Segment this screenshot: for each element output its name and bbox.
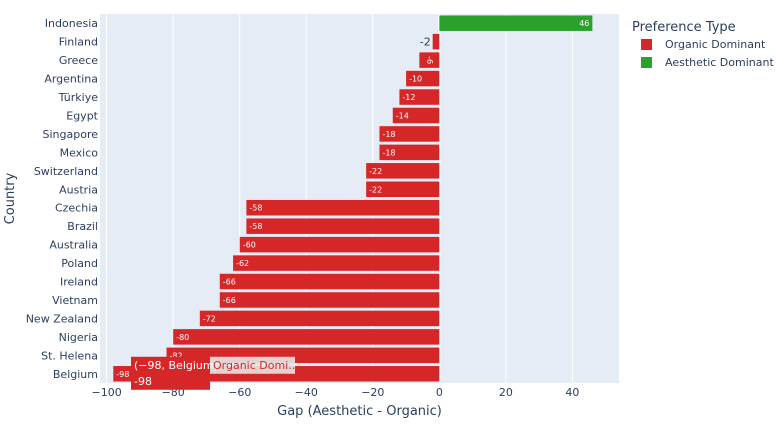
bar[interactable]: [233, 255, 440, 271]
bar[interactable]: [246, 199, 440, 216]
hover-box: [131, 356, 210, 390]
y-tick-label: Czechia: [55, 202, 98, 215]
x-axis-title: Gap (Aesthetic - Organic): [277, 404, 442, 419]
bar-label: -2: [420, 36, 431, 49]
y-tick-label: Switzerland: [34, 165, 98, 178]
hover-series-text: Organic Domi...: [213, 359, 299, 372]
bar-label: -58: [249, 204, 262, 213]
y-tick-label: Indonesia: [45, 17, 98, 30]
bar-label: -18: [382, 148, 395, 157]
bar[interactable]: [439, 15, 593, 31]
bar[interactable]: [419, 52, 440, 68]
bar-label: -14: [396, 111, 409, 120]
hover-value-text: -98: [134, 375, 152, 388]
bar[interactable]: [219, 273, 440, 290]
bar-label: -22: [369, 185, 382, 194]
bar-label: -62: [236, 259, 249, 268]
legend: Preference Type Organic Dominant Aestheti…: [632, 20, 774, 69]
bar-label: -6: [425, 56, 434, 64]
bar-label: -82: [170, 351, 183, 360]
legend-label[interactable]: Aesthetic Dominant: [665, 56, 774, 69]
bar-label: -58: [249, 222, 262, 231]
bar-label: -80: [176, 333, 189, 342]
bar[interactable]: [392, 107, 440, 124]
x-tick-label: 0: [436, 386, 443, 399]
x-tick-label: −20: [361, 386, 384, 399]
bar[interactable]: [219, 292, 440, 308]
bar[interactable]: [199, 310, 440, 327]
hover-point-text: (−98, Belgium): [134, 359, 218, 372]
y-tick-label: Türkiye: [58, 91, 99, 104]
bar[interactable]: [399, 89, 440, 105]
y-tick-label: Austria: [59, 183, 98, 196]
x-tick-label: 20: [499, 386, 513, 399]
x-tick-label: −100: [92, 386, 122, 399]
x-tick-label: −60: [228, 386, 251, 399]
bar-label: -72: [203, 314, 216, 323]
bar[interactable]: [366, 181, 440, 198]
legend-swatch[interactable]: [641, 39, 652, 50]
bar-label: -98: [116, 370, 129, 379]
y-tick-label: Poland: [61, 257, 98, 270]
y-tick-label: Belgium: [53, 368, 98, 381]
bar-label: -60: [243, 241, 256, 250]
bar-label: -12: [402, 93, 415, 102]
hover-tooltip: (−98, Belgium) Organic Domi... -98: [131, 356, 299, 390]
legend-title: Preference Type: [632, 20, 736, 35]
plot-background: [100, 14, 619, 383]
bar-label: -10: [409, 75, 422, 84]
bar[interactable]: [239, 236, 440, 253]
bar-label: -22: [369, 167, 382, 176]
y-tick-label: Mexico: [60, 146, 99, 159]
bar[interactable]: [379, 144, 440, 161]
y-tick-label: New Zealand: [26, 312, 98, 325]
y-tick-label: Australia: [49, 239, 98, 252]
x-tick-label: 40: [565, 386, 579, 399]
y-tick-label: Greece: [59, 54, 98, 67]
bar-label: -66: [223, 296, 236, 305]
legend-swatch[interactable]: [641, 57, 652, 68]
y-tick-label: Argentina: [44, 73, 98, 86]
x-tick-labels: −100 −80 −60 −40 −20 0 20 40: [92, 386, 580, 399]
y-tick-label: Egypt: [66, 109, 98, 122]
bar[interactable]: [406, 70, 440, 87]
bar[interactable]: [173, 329, 440, 345]
y-tick-label: Nigeria: [59, 331, 98, 344]
bar-label: -18: [382, 130, 395, 139]
x-tick-label: −40: [295, 386, 318, 399]
bar[interactable]: [379, 126, 440, 142]
bar[interactable]: [432, 33, 440, 50]
y-tick-label: Ireland: [60, 276, 98, 289]
bar-label: 46: [579, 19, 589, 28]
legend-label[interactable]: Organic Dominant: [665, 38, 766, 51]
y-tick-label: Singapore: [43, 128, 99, 141]
bar[interactable]: [366, 163, 440, 179]
hover-series-box: [210, 356, 295, 374]
y-tick-label: St. Helena: [41, 349, 98, 362]
y-tick-label: Brazil: [67, 220, 98, 233]
y-axis-title: Country: [3, 172, 18, 224]
y-tick-labels: Indonesia Finland Greece Argentina Türkiye Eg…: [26, 17, 99, 381]
bar-label: -66: [223, 278, 236, 287]
y-tick-label: Finland: [59, 36, 98, 49]
y-tick-label: Vietnam: [52, 294, 98, 307]
bar[interactable]: [246, 218, 440, 234]
